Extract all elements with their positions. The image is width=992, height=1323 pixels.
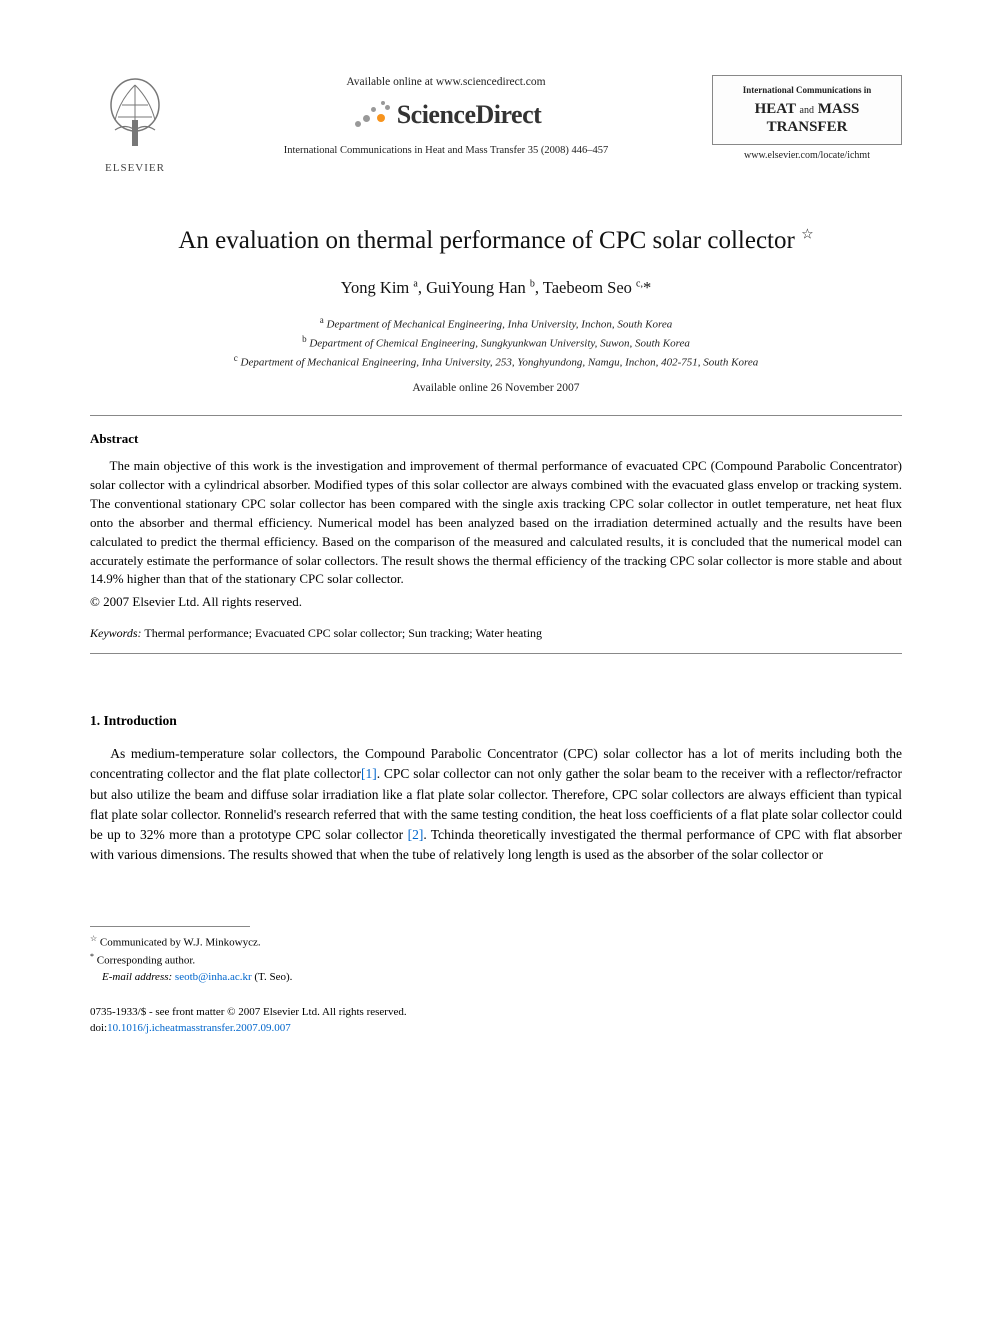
authors-line: Yong Kim a, GuiYoung Han b, Taebeom Seo … xyxy=(90,277,902,299)
journal-url: www.elsevier.com/locate/ichmt xyxy=(712,149,902,163)
citation-link-1[interactable]: [1] xyxy=(361,766,377,781)
sciencedirect-name: ScienceDirect xyxy=(397,97,542,132)
affiliations: a Department of Mechanical Engineering, … xyxy=(90,314,902,371)
abstract-heading: Abstract xyxy=(90,430,902,448)
rule-above-abstract xyxy=(90,415,902,416)
elsevier-tree-icon xyxy=(100,75,170,150)
footer-doi-line: doi:10.1016/j.icheatmasstransfer.2007.09… xyxy=(90,1021,902,1036)
footnote-corresponding-text: Corresponding author. xyxy=(97,954,195,966)
abstract-copyright: © 2007 Elsevier Ltd. All rights reserved… xyxy=(90,593,902,611)
page-footer: 0735-1933/$ - see front matter © 2007 El… xyxy=(90,1005,902,1036)
section-1-heading: 1. Introduction xyxy=(90,712,902,730)
page-header: ELSEVIER Available online at www.science… xyxy=(90,75,902,176)
abstract-block: Abstract The main objective of this work… xyxy=(90,430,902,611)
footnote-communicated-text: Communicated by W.J. Minkowycz. xyxy=(100,936,261,948)
keywords-text: Thermal performance; Evacuated CPC solar… xyxy=(144,626,542,640)
doi-label: doi: xyxy=(90,1022,107,1034)
elsevier-logo-block: ELSEVIER xyxy=(90,75,180,176)
abstract-text: The main objective of this work is the i… xyxy=(90,457,902,589)
sciencedirect-dots-icon xyxy=(351,99,391,129)
section-1-para-1: As medium-temperature solar collectors, … xyxy=(90,744,902,866)
asterisk-icon: * xyxy=(90,952,94,961)
journal-title-box: International Communications in HEAT and… xyxy=(712,75,902,163)
title-footnote-star-icon: ☆ xyxy=(801,227,814,242)
elsevier-label: ELSEVIER xyxy=(90,161,180,176)
email-suffix: (T. Seo). xyxy=(254,971,292,983)
affiliation-b: b Department of Chemical Engineering, Su… xyxy=(90,333,902,352)
keywords-line: Keywords: Thermal performance; Evacuated… xyxy=(90,625,902,641)
journal-box-heat: HEAT xyxy=(755,101,796,117)
footnote-email: E-mail address: seotb@inha.ac.kr (T. Seo… xyxy=(90,969,902,986)
available-date: Available online 26 November 2007 xyxy=(90,381,902,397)
journal-reference: International Communications in Heat and… xyxy=(200,144,692,158)
doi-link[interactable]: 10.1016/j.icheatmasstransfer.2007.09.007 xyxy=(107,1022,291,1034)
journal-box-and: and xyxy=(800,105,814,116)
citation-link-2[interactable]: [2] xyxy=(408,827,424,842)
footer-copyright-line: 0735-1933/$ - see front matter © 2007 El… xyxy=(90,1005,902,1020)
footnotes: ☆ Communicated by W.J. Minkowycz. * Corr… xyxy=(90,933,902,986)
journal-box-transfer: TRANSFER xyxy=(767,119,848,135)
keywords-label: Keywords: xyxy=(90,626,142,640)
sciencedirect-logo: ScienceDirect xyxy=(200,97,692,132)
journal-box-mass: MASS xyxy=(818,101,860,117)
center-header: Available online at www.sciencedirect.co… xyxy=(180,75,712,158)
author-email-link[interactable]: seotb@inha.ac.kr xyxy=(175,971,252,983)
available-online-text: Available online at www.sciencedirect.co… xyxy=(200,75,692,91)
footnote-communicated: ☆ Communicated by W.J. Minkowycz. xyxy=(90,933,902,951)
footnote-corresponding: * Corresponding author. xyxy=(90,951,902,969)
affiliation-a: a Department of Mechanical Engineering, … xyxy=(90,314,902,333)
article-title: An evaluation on thermal performance of … xyxy=(90,224,902,258)
star-icon: ☆ xyxy=(90,934,97,943)
footnote-rule xyxy=(90,926,250,927)
email-label: E-mail address: xyxy=(102,971,172,983)
article-title-text: An evaluation on thermal performance of … xyxy=(178,227,794,254)
journal-box-line1: International Communications in xyxy=(719,84,895,96)
affiliation-c: c Department of Mechanical Engineering, … xyxy=(90,352,902,371)
journal-box-line2: HEAT and MASS TRANSFER xyxy=(719,100,895,136)
rule-below-keywords xyxy=(90,653,902,654)
